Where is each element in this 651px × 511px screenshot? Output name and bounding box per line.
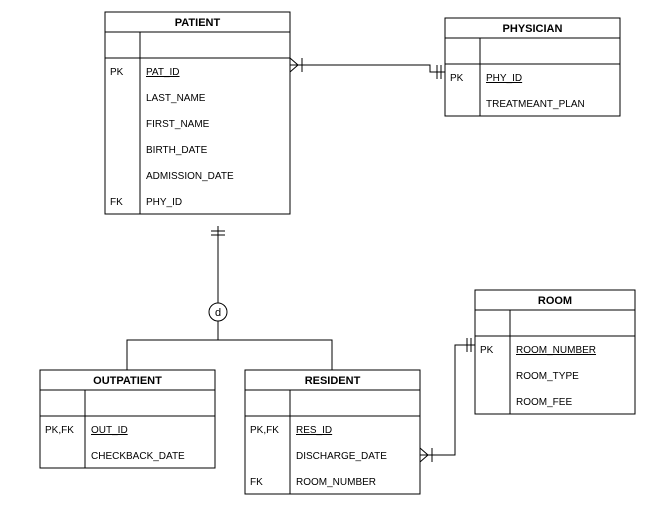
entity-room: ROOM PK ROOM_NUMBER ROOM_TYPE ROOM_FEE bbox=[475, 290, 635, 414]
attr-key: FK bbox=[110, 197, 123, 208]
er-diagram: PATIENT PK PAT_ID LAST_NAME FIRST_NAME BIRTH_… bbox=[0, 0, 651, 511]
attr-name: LAST_NAME bbox=[146, 93, 206, 104]
entity-title: PHYSICIAN bbox=[503, 23, 563, 35]
connector-inheritance-resident bbox=[218, 321, 332, 370]
connector-patient-inheritance bbox=[211, 226, 225, 303]
attr-key: PK bbox=[110, 67, 124, 78]
entity-physician: PHYSICIAN PK PHY_ID TREATMEANT_PLAN bbox=[445, 18, 620, 116]
attr-name: BIRTH_DATE bbox=[146, 145, 208, 156]
attr-name: ROOM_TYPE bbox=[516, 371, 579, 382]
connector-inheritance-outpatient bbox=[127, 321, 218, 370]
attr-name: OUT_ID bbox=[91, 425, 128, 436]
attr-name: PAT_ID bbox=[146, 67, 180, 78]
attr-name: DISCHARGE_DATE bbox=[296, 451, 387, 462]
entity-resident: RESIDENT PK,FK RES_ID DISCHARGE_DATE FK ROOM_… bbox=[245, 370, 420, 494]
attr-key: PK,FK bbox=[45, 425, 74, 436]
attr-name: FIRST_NAME bbox=[146, 119, 210, 130]
attr-name: RES_ID bbox=[296, 425, 332, 436]
inheritance-symbol: d bbox=[209, 303, 227, 321]
attr-key: PK bbox=[450, 73, 464, 84]
attr-name: CHECKBACK_DATE bbox=[91, 451, 185, 462]
attr-key: FK bbox=[250, 477, 263, 488]
entity-title: PATIENT bbox=[175, 17, 221, 29]
attr-name: ADMISSION_DATE bbox=[146, 171, 234, 182]
connector-patient-physician bbox=[290, 58, 445, 79]
attr-key: PK bbox=[480, 345, 494, 356]
entity-title: ROOM bbox=[538, 295, 572, 307]
entity-outpatient: OUTPATIENT PK,FK OUT_ID CHECKBACK_DATE bbox=[40, 370, 215, 468]
entity-title: RESIDENT bbox=[305, 375, 361, 387]
attr-name: PHY_ID bbox=[486, 73, 522, 84]
attr-name: ROOM_NUMBER bbox=[296, 477, 376, 488]
attr-name: TREATMEANT_PLAN bbox=[486, 99, 585, 110]
attr-name: ROOM_FEE bbox=[516, 397, 572, 408]
connector-resident-room bbox=[420, 338, 475, 462]
entity-title: OUTPATIENT bbox=[93, 375, 162, 387]
entity-patient: PATIENT PK PAT_ID LAST_NAME FIRST_NAME BIRTH_… bbox=[105, 12, 290, 214]
attr-name: PHY_ID bbox=[146, 197, 182, 208]
attr-key: PK,FK bbox=[250, 425, 279, 436]
svg-text:d: d bbox=[215, 307, 221, 319]
attr-name: ROOM_NUMBER bbox=[516, 345, 596, 356]
